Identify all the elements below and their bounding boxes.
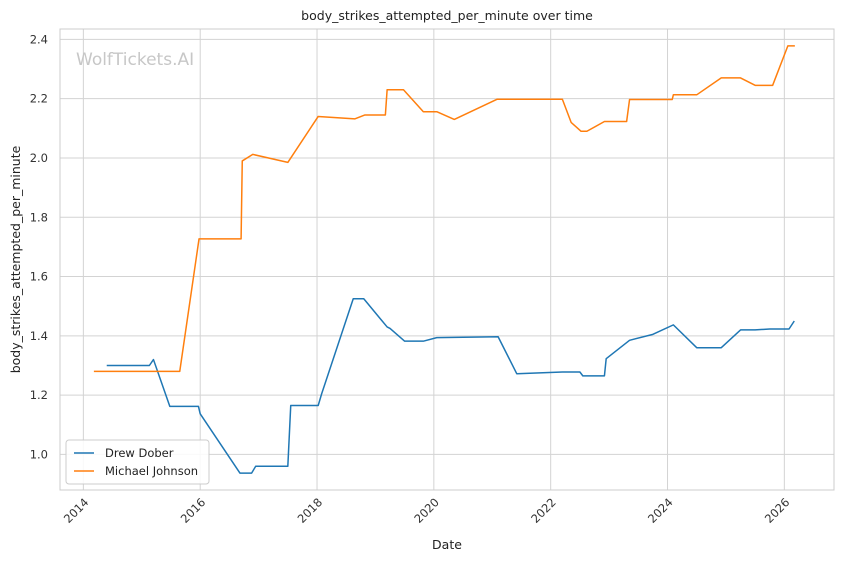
chart-title: body_strikes_attempted_per_minute over t… [301,8,593,23]
watermark-text: WolfTickets.AI [76,50,194,70]
series-line-drew-dober [106,298,795,474]
y-tick-label: 2.4 [30,32,48,46]
legend-box [65,439,210,485]
series-lines [93,45,795,474]
y-tick-label: 1.8 [30,210,48,224]
legend: Drew Dober Michael Johnson [65,439,210,485]
legend-label-drew-dober: Drew Dober [105,446,174,460]
y-axis-label: body_strikes_attempted_per_minute [8,145,23,373]
y-tick-label: 2.2 [30,92,48,106]
y-tick-label: 1.2 [30,388,48,402]
y-tick-label: 1.4 [30,329,48,343]
y-tick-label: 2.0 [30,151,48,165]
y-tick-label: 1.0 [30,447,48,461]
y-tick-label: 1.6 [30,270,48,284]
x-axis-label: Date [432,537,462,552]
series-line-michael-johnson [93,45,795,373]
plot-area [60,29,834,490]
plot-frame [59,28,835,491]
legend-label-michael-johnson: Michael Johnson [105,464,198,478]
